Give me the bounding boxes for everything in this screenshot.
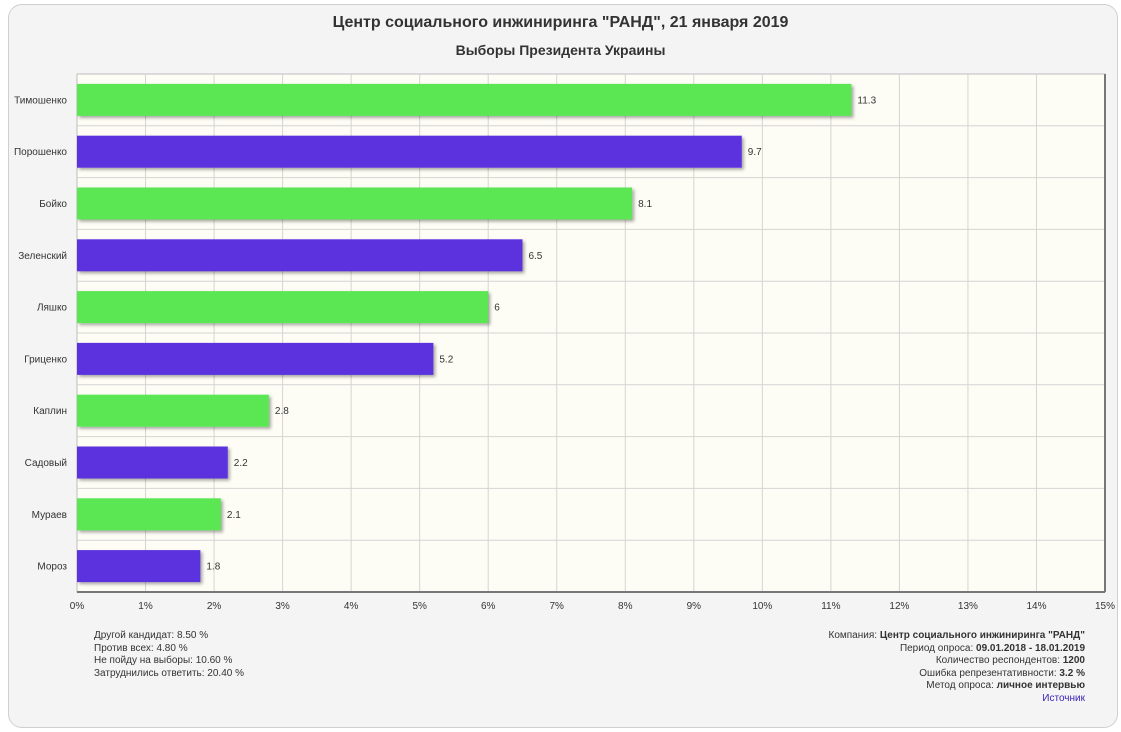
x-tick-label: 11% [821, 601, 840, 612]
category-label: Садовый [25, 458, 67, 469]
meta-error-label: Ошибка репрезентативности: [919, 667, 1057, 679]
bar [77, 291, 489, 324]
note-wont-vote: Не пойду на выборы: 10.60 % [94, 655, 233, 666]
category-label: Мураев [32, 510, 67, 521]
bar-chart: Тимошенко Порошенко Бойко Зеленский Ляшко Гри… [14, 73, 1115, 612]
category-label: Мороз [37, 562, 67, 573]
x-tick-label: 1% [138, 601, 153, 612]
category-labels: Тимошенко Порошенко Бойко Зеленский Ляшко Гри… [14, 95, 67, 572]
bar [77, 135, 742, 168]
note-undecided: Затруднились ответить: 20.40 % [94, 667, 244, 679]
category-label: Каплин [33, 406, 67, 417]
value-label: 8.1 [638, 199, 652, 210]
bar [77, 187, 633, 220]
value-label: 11.3 [857, 95, 876, 106]
x-tick-label: 14% [1026, 601, 1046, 612]
x-tick-labels: 0% 1% 2% 3% 4% 5% 6% 7% 8% 9% 10% 11% 12% 13% 14% 15% [70, 601, 1115, 612]
meta-company: Компания: Центр социального инжиниринга … [829, 630, 1086, 643]
meta-method-label: Метод опроса: [926, 680, 994, 691]
category-label: Гриценко [24, 354, 67, 365]
x-tick-label: 5% [412, 601, 427, 612]
x-tick-label: 4% [344, 601, 359, 612]
x-tick-label: 6% [481, 601, 496, 612]
bar [77, 498, 221, 531]
note-other: Другой кандидат: 8.50 % [94, 630, 209, 641]
x-tick-label: 9% [687, 601, 702, 612]
x-tick-label: 15% [1095, 601, 1115, 612]
x-tick-label: 8% [618, 601, 633, 612]
meta-company-label: Компания: [828, 630, 878, 641]
x-tick-label: 12% [889, 601, 909, 612]
meta-respondents-value: 1200 [1062, 655, 1085, 666]
bar [77, 342, 434, 375]
meta-respondents: Количество респондентов: 1200 [829, 655, 1085, 668]
meta-period: Период опроса: 09.01.2018 - 18.01.2019 [829, 642, 1085, 656]
value-labels: 11.3 9.7 8.1 6.5 6 5.2 2.8 2.2 2.1 1.8 [206, 95, 876, 572]
category-label: Порошенко [14, 147, 67, 158]
notes-right: Компания: Центр социального инжиниринга … [829, 630, 1086, 705]
chart-subtitle: Выборы Президента Украины [455, 42, 666, 58]
x-tick-label: 7% [550, 601, 565, 612]
meta-company-value: Центр социального инжиниринга "РАНД" [879, 630, 1085, 641]
value-label: 6 [494, 303, 500, 314]
value-label: 9.7 [748, 147, 762, 158]
value-label: 2.2 [234, 458, 248, 469]
meta-respondents-label: Количество респондентов: [935, 655, 1060, 666]
value-label: 5.2 [439, 354, 453, 365]
x-tick-label: 3% [275, 601, 290, 612]
category-label: Бойко [39, 199, 67, 210]
value-label: 6.5 [528, 251, 542, 262]
category-label: Тимошенко [14, 95, 67, 106]
value-label: 1.8 [206, 562, 220, 573]
bar [77, 550, 201, 583]
category-label: Зеленский [18, 251, 67, 262]
meta-error: Ошибка репрезентативности: 3.2 % [829, 667, 1085, 681]
x-tick-label: 2% [207, 601, 222, 612]
chart-title: Центр социального инжиниринга "РАНД", 21… [332, 14, 789, 31]
x-tick-label: 0% [70, 601, 85, 612]
note-against-all: Против всех: 4.80 % [94, 642, 188, 654]
value-label: 2.1 [227, 510, 241, 521]
meta-error-value: 3.2 % [1059, 667, 1085, 679]
bar [77, 446, 228, 479]
source-link[interactable]: Источник [1042, 692, 1085, 704]
bar [77, 239, 523, 272]
value-label: 2.8 [275, 406, 289, 417]
meta-method-value: личное интервью [996, 680, 1085, 691]
notes-left: Другой кандидат: 8.50 % Против всех: 4.8… [94, 630, 244, 680]
meta-method: Метод опроса: личное интервью [829, 680, 1085, 693]
bar [77, 394, 269, 427]
x-tick-label: 10% [752, 601, 772, 612]
meta-period-value: 09.01.2018 - 18.01.2019 [976, 642, 1085, 654]
category-label: Ляшко [37, 303, 67, 314]
bars [77, 83, 852, 583]
x-tick-label: 13% [958, 601, 978, 612]
bar [77, 83, 852, 116]
meta-period-label: Период опроса: [899, 642, 974, 654]
